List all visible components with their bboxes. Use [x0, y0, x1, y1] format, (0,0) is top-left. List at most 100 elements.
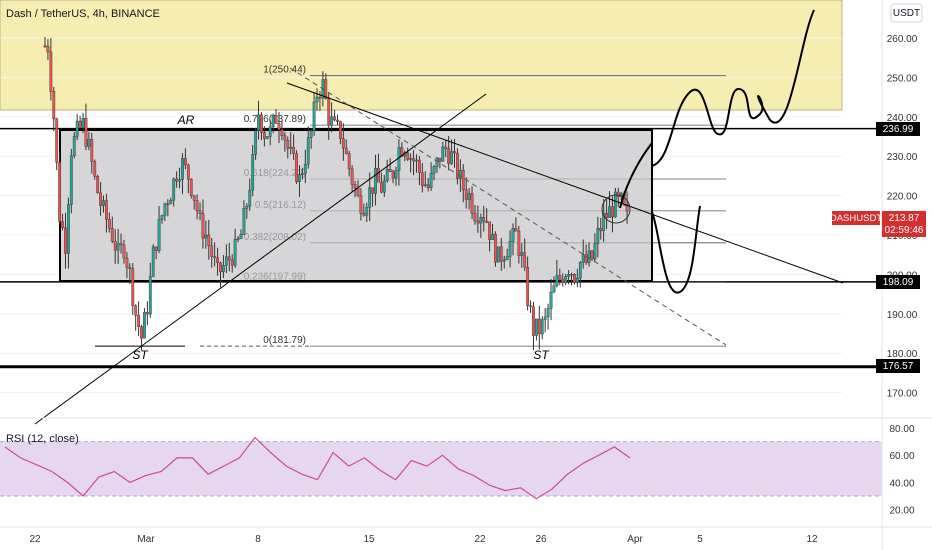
candle-body — [347, 153, 351, 170]
candle-body — [262, 132, 266, 139]
projection-path[interactable] — [619, 9, 815, 294]
candle-body — [613, 191, 617, 218]
fib-label: 0(181.79) — [263, 335, 306, 346]
candle-body — [128, 267, 132, 269]
candle-body — [456, 152, 459, 179]
time-axis-tick: 15 — [363, 534, 375, 545]
projection-up[interactable] — [651, 9, 815, 167]
candle-body — [81, 118, 85, 128]
candle-body — [110, 228, 114, 242]
candle-body — [55, 118, 59, 163]
price-axis-tick: 230.00 — [887, 152, 918, 163]
candle-body — [388, 169, 392, 172]
price-tag-198[interactable]: 198.09 — [876, 275, 920, 289]
candle-body — [377, 167, 380, 183]
candle-body — [406, 152, 410, 160]
rsi-axis-tick: 40.00 — [889, 478, 914, 489]
price-tag-236[interactable]: 236.99 — [876, 122, 920, 136]
rsi-band — [0, 441, 882, 496]
candle-body — [429, 173, 433, 189]
candle-body — [423, 184, 427, 186]
candle-body — [578, 262, 582, 279]
candle-body — [415, 159, 418, 162]
candle-body — [564, 276, 568, 283]
candle-body — [438, 157, 442, 162]
candle-body — [151, 246, 155, 277]
ascending-trendline[interactable] — [34, 93, 487, 425]
rsi-line — [4, 436, 631, 500]
trendlines[interactable] — [34, 67, 844, 425]
candle-body — [464, 189, 468, 200]
time-axis-tick: Apr — [627, 534, 643, 545]
candle-body — [508, 241, 512, 257]
candle-body — [292, 146, 296, 154]
candle-body — [58, 162, 62, 222]
highlight-circle[interactable] — [601, 194, 631, 224]
current-price-tag[interactable]: DASHUSDT 213.87 02:59:46 — [830, 211, 926, 237]
current-price: 213.87 — [889, 213, 920, 224]
candle-body — [558, 275, 562, 280]
candle-body — [611, 206, 614, 218]
candle-body — [590, 250, 594, 260]
candle-body — [496, 246, 500, 263]
candle-body — [183, 158, 187, 166]
candle-body — [131, 268, 135, 306]
candle-body — [189, 179, 193, 196]
price-axis-tick: 220.00 — [887, 192, 918, 203]
candle-body — [453, 151, 456, 154]
candle-body — [324, 79, 328, 99]
price-axis-tick: 240.00 — [887, 113, 918, 124]
symbol-title[interactable]: Dash / TetherUS, 4h, BINANCE — [6, 8, 160, 20]
candle-body — [301, 173, 304, 175]
currency-label: USDT — [893, 8, 920, 19]
candle-body — [616, 191, 620, 197]
ar-annotation: AR — [177, 113, 195, 127]
candle-body — [245, 205, 249, 209]
candle-body — [181, 158, 184, 180]
candle-body — [461, 170, 465, 190]
candle-body — [46, 45, 50, 53]
candle-body — [105, 200, 108, 220]
candle-body — [306, 137, 310, 165]
candle-body — [573, 274, 576, 283]
candle-body — [482, 217, 486, 222]
descending-trendline[interactable] — [286, 82, 844, 284]
candle-body — [236, 238, 240, 240]
projection-to-top[interactable] — [619, 142, 653, 209]
candle-body — [178, 179, 181, 182]
candle-body — [192, 195, 196, 201]
currency-badge[interactable]: USDT — [890, 3, 923, 23]
price-axis-tick: 170.00 — [887, 389, 918, 400]
price-axis-tick: 260.00 — [887, 34, 918, 45]
rsi-label[interactable]: RSI (12, close) — [6, 433, 79, 445]
candle-body — [523, 252, 527, 268]
candle-body — [365, 207, 369, 216]
candle-body — [257, 114, 260, 131]
candle-body — [207, 234, 211, 247]
candle-body — [479, 217, 483, 224]
candle-body — [201, 213, 205, 239]
candle-body — [222, 265, 225, 273]
candle-body — [330, 116, 334, 126]
candle-body — [458, 170, 462, 179]
candle-body — [148, 276, 152, 315]
candle-body — [283, 135, 287, 141]
price-tag-176[interactable]: 176.57 — [876, 359, 920, 373]
candle-body — [362, 213, 366, 216]
candle-body — [596, 227, 600, 244]
price-tag-176-text: 176.57 — [883, 361, 914, 372]
candle-body — [517, 230, 521, 256]
candle-body — [584, 254, 588, 263]
projection-dip[interactable] — [651, 205, 701, 294]
candle-body — [570, 274, 573, 276]
candle-body — [353, 184, 357, 189]
candle-body — [356, 187, 360, 196]
candle-body — [303, 164, 307, 174]
candle-body — [502, 259, 506, 262]
candle-body — [587, 250, 591, 263]
price-tag-198-text: 198.09 — [883, 277, 914, 288]
time-axis-tick: 8 — [255, 534, 261, 545]
rsi-pane — [0, 417, 932, 500]
range-box[interactable] — [59, 129, 653, 282]
